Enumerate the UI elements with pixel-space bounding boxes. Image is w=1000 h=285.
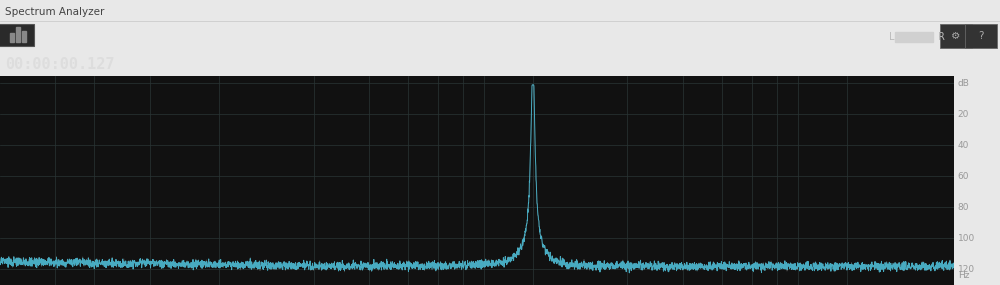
Text: 00:00:00.127: 00:00:00.127 [5, 57, 114, 72]
Bar [10, 33, 14, 42]
Text: 120: 120 [958, 265, 975, 274]
FancyBboxPatch shape [940, 24, 972, 48]
Text: 40: 40 [958, 141, 969, 150]
Bar [22, 30, 26, 42]
Text: 60: 60 [958, 172, 969, 181]
Text: 80: 80 [958, 203, 969, 212]
Text: 20: 20 [958, 110, 969, 119]
Text: Hz: Hz [958, 271, 969, 280]
FancyBboxPatch shape [0, 24, 34, 46]
Text: Spectrum Analyzer: Spectrum Analyzer [5, 7, 104, 17]
Text: ⚙: ⚙ [951, 31, 961, 41]
Text: R: R [938, 32, 945, 42]
Bar [895, 32, 933, 42]
Text: ?: ? [978, 31, 984, 41]
Bar [945, 32, 983, 42]
Bar [16, 27, 20, 42]
FancyBboxPatch shape [965, 24, 997, 48]
Text: 100: 100 [958, 234, 975, 243]
Text: dB: dB [958, 79, 970, 88]
Text: L: L [890, 32, 895, 42]
